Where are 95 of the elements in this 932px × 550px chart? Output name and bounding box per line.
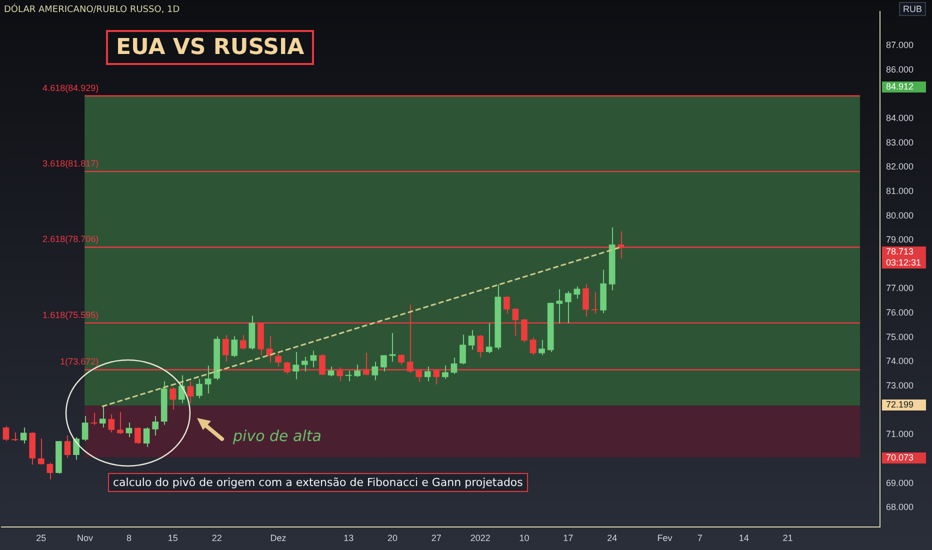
y-tick-label: 82.000 — [886, 162, 914, 172]
candlestick — [204, 365, 212, 394]
candlestick — [310, 350, 317, 368]
x-tick-label: 17 — [563, 533, 574, 544]
candlestick — [196, 378, 202, 399]
y-tick-label: 83.000 — [886, 137, 914, 148]
text: 78.713 — [886, 246, 914, 256]
annotation: calculo do pivô de origem com a extensão de Fibonacci e Gann projetados — [108, 473, 528, 492]
candlestick — [143, 426, 150, 448]
candlestick — [468, 330, 475, 350]
y-tick-label: 69.000 — [886, 478, 914, 488]
y-tick-label: 76.000 — [886, 308, 914, 318]
ref-line-label: 1.618(75.595) — [42, 310, 99, 320]
candlestick — [565, 290, 572, 324]
y-tick-label: 84.000 — [886, 112, 914, 123]
candlestick — [222, 334, 229, 362]
y-tick-label: 68.000 — [886, 502, 914, 512]
ref-line-label: 1(73.672) — [60, 356, 99, 367]
x-tick-label: Fev — [657, 533, 673, 544]
ref-line-label: 2.618(78.706) — [42, 234, 99, 244]
candlestick — [275, 352, 282, 368]
candlestick — [99, 406, 106, 428]
candlestick — [538, 339, 545, 356]
annotation: pivo de alta — [232, 426, 322, 445]
candlestick — [389, 332, 396, 362]
candlestick — [460, 334, 466, 365]
x-tick-label: 13 — [344, 533, 354, 544]
candlestick — [82, 416, 88, 442]
x-tick-label: 24 — [607, 533, 618, 544]
y-tick-label: 75.000 — [886, 332, 914, 342]
x-tick-label: 2022 — [470, 533, 490, 544]
candlestick — [170, 386, 176, 410]
text: 84.912 — [886, 81, 914, 92]
text: 70.073 — [886, 452, 914, 462]
y-tick-label: 77.000 — [886, 283, 914, 294]
candlestick — [152, 416, 158, 436]
candlestick — [354, 364, 361, 378]
x-tick-label: Nov — [77, 533, 94, 544]
y-tick-label: 79.000 — [886, 234, 914, 245]
candlestick — [301, 356, 308, 372]
candlestick — [486, 322, 492, 354]
y-tick-label: 80.000 — [886, 210, 914, 220]
y-tick-label: 87.000 — [886, 40, 914, 50]
candlestick — [582, 284, 589, 317]
candlestick — [117, 412, 124, 435]
candlestick — [126, 422, 132, 438]
candlestick — [372, 361, 378, 381]
x-tick-label: Dez — [270, 533, 287, 544]
candlestick — [108, 414, 115, 433]
candlestick — [38, 438, 44, 466]
ref-line-label: 3.618(81.817) — [42, 158, 99, 169]
candlestick — [345, 370, 352, 382]
candlestick — [504, 296, 510, 314]
candlestick — [292, 352, 300, 380]
candlestick — [450, 357, 458, 374]
candlestick — [2, 426, 10, 442]
candlestick — [530, 336, 536, 356]
y-tick-label: 73.000 — [886, 380, 914, 391]
text: 03:12:31 — [886, 257, 922, 268]
x-tick-label: 25 — [36, 533, 46, 544]
chart-subtitle: DÓLAR AMERICANO/RUBLO RUSSO, 1D — [4, 5, 180, 15]
x-tick-label: 8 — [126, 533, 132, 544]
candlestick — [380, 354, 387, 372]
candlestick — [231, 336, 238, 358]
candlestick — [90, 412, 97, 426]
x-tick-label: 7 — [697, 533, 702, 544]
candlestick — [442, 364, 448, 380]
candlestick — [187, 380, 194, 404]
candlestick — [64, 434, 71, 458]
candlestick — [20, 426, 27, 444]
candlestick — [556, 288, 563, 324]
y-tick-label: 71.000 — [886, 429, 914, 440]
text: EUA VS RUSSIA — [106, 30, 314, 65]
y-tick-label: 86.000 — [886, 64, 914, 74]
candlestick — [73, 436, 80, 460]
candlestick — [46, 462, 54, 480]
y-tick-label: 81.000 — [886, 186, 914, 196]
candlestick — [134, 426, 141, 444]
x-tick-label: 15 — [168, 533, 178, 544]
candlestick — [591, 292, 598, 314]
x-tick-label: 22 — [212, 533, 222, 544]
x-tick-label: 20 — [387, 533, 398, 544]
candlestick — [398, 354, 404, 366]
x-tick-label: 10 — [519, 533, 530, 544]
x-tick-label: 21 — [782, 533, 793, 544]
y-axis-title: RUB — [898, 2, 926, 16]
candlestick — [328, 366, 334, 377]
candlestick — [240, 334, 246, 350]
y-tick-label: 74.000 — [886, 356, 914, 366]
candlestick — [477, 334, 484, 358]
x-tick-label: 14 — [738, 533, 749, 544]
text: 72.199 — [886, 399, 914, 410]
ref-line-label: 4.618(84.929) — [42, 82, 99, 93]
candlestick — [424, 366, 431, 382]
x-tick-label: 27 — [431, 533, 442, 544]
